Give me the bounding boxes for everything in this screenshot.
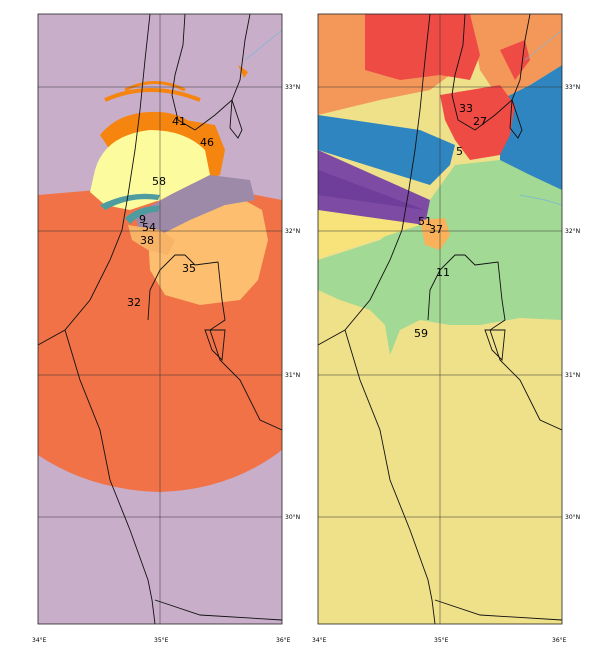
right-river xyxy=(524,29,562,61)
left-zone-38 xyxy=(128,225,175,255)
left-river xyxy=(244,29,282,61)
right-border-westbank xyxy=(427,254,465,321)
right-border-south xyxy=(344,329,436,624)
right-label-37: 37 xyxy=(429,223,443,236)
left-zone-9b xyxy=(125,205,160,224)
right-zone-5a xyxy=(318,115,455,185)
left-label-9: 9 xyxy=(139,213,146,226)
left-lat-32: 32°N xyxy=(285,228,300,235)
left-border-south xyxy=(64,329,156,624)
right-lon-36: 36°E xyxy=(552,637,567,644)
left-lat-30: 30°N xyxy=(285,514,300,521)
left-coastline xyxy=(38,14,151,346)
right-zone-37 xyxy=(420,218,450,250)
left-arc-2 xyxy=(124,81,186,92)
right-river-2 xyxy=(519,194,562,206)
left-label-41: 41 xyxy=(172,115,186,128)
right-label-27: 27 xyxy=(473,115,487,128)
left-label-54: 54 xyxy=(142,221,156,234)
left-zone-9 xyxy=(100,193,160,210)
right-label-11: 11 xyxy=(436,266,450,279)
right-lon-34: 34°E xyxy=(312,637,327,644)
right-border-east xyxy=(464,254,562,431)
left-lat-31: 31°N xyxy=(285,372,300,379)
right-lake xyxy=(509,99,523,139)
left-lake xyxy=(229,99,243,139)
right-lon-35: 35°E xyxy=(434,637,449,644)
left-map-panel: 41 46 58 9 54 38 35 32 33°N 32°N 31°N 30… xyxy=(32,13,300,644)
right-label-51: 51 xyxy=(418,215,432,228)
right-red-speck xyxy=(500,40,530,80)
right-zone-51b xyxy=(318,170,425,210)
left-label-32: 32 xyxy=(127,296,141,309)
left-frame xyxy=(37,13,283,625)
left-label-38: 38 xyxy=(140,234,154,247)
right-lat-30: 30°N xyxy=(565,514,580,521)
left-speck xyxy=(238,65,248,78)
right-lat-33: 33°N xyxy=(565,84,580,91)
left-border-westbank xyxy=(147,254,185,321)
left-lat-33: 33°N xyxy=(285,84,300,91)
right-deadsea xyxy=(484,329,506,361)
left-lon-35: 35°E xyxy=(154,637,169,644)
right-label-59: 59 xyxy=(414,327,428,340)
right-border-bottom xyxy=(434,599,562,621)
right-label-33: 33 xyxy=(459,102,473,115)
right-map-panel: 33 27 5 51 37 11 59 33°N 32°N 31°N 30°N … xyxy=(312,13,580,644)
left-lon-34: 34°E xyxy=(32,637,47,644)
right-frame xyxy=(317,13,563,625)
left-label-35: 35 xyxy=(182,262,196,275)
right-border-north xyxy=(451,14,531,131)
right-zone-33-top xyxy=(365,14,480,80)
right-lat-32: 32°N xyxy=(565,228,580,235)
left-arc-1 xyxy=(104,88,201,102)
left-border-east xyxy=(184,254,282,431)
left-label-58: 58 xyxy=(152,175,166,188)
right-zone-27 xyxy=(440,85,515,160)
left-zone-54 xyxy=(135,175,255,235)
left-label-46: 46 xyxy=(200,136,214,149)
left-lon-36: 36°E xyxy=(276,637,291,644)
right-lat-31: 31°N xyxy=(565,372,580,379)
left-border-bottom xyxy=(154,599,282,621)
left-border-north xyxy=(171,14,251,131)
left-deadsea xyxy=(204,329,226,361)
right-label-5: 5 xyxy=(456,145,463,158)
right-coastline xyxy=(318,14,431,346)
right-zone-5b xyxy=(500,65,562,190)
